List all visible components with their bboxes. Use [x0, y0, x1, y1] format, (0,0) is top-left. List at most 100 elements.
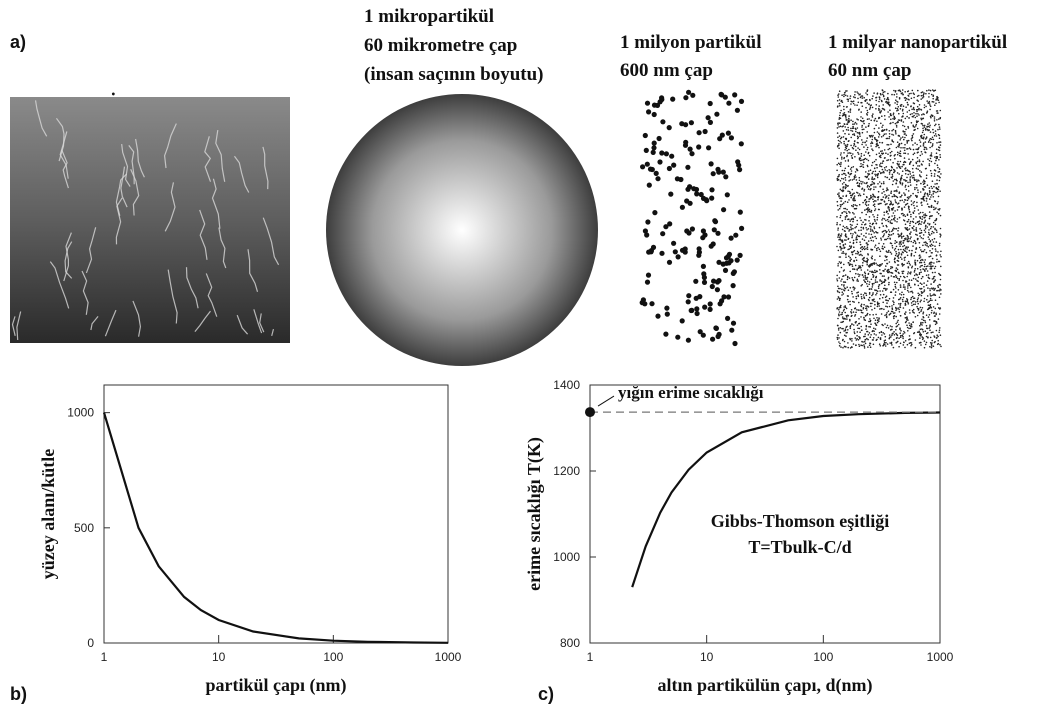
dot: [920, 299, 922, 301]
dot: [913, 255, 915, 257]
dot: [845, 256, 847, 258]
dot: [936, 322, 938, 324]
dot: [924, 107, 926, 109]
dot: [866, 325, 868, 327]
dot: [879, 255, 881, 257]
dot: [843, 330, 845, 332]
dot: [915, 149, 917, 151]
dot: [888, 101, 890, 103]
dot: [848, 149, 850, 151]
dot: [854, 195, 856, 197]
dot: [884, 109, 886, 111]
dot: [930, 228, 932, 230]
dot: [927, 194, 929, 196]
dot: [907, 240, 909, 242]
dot: [841, 158, 843, 160]
dot: [882, 130, 884, 132]
dot: [839, 288, 841, 290]
dot: [867, 110, 869, 112]
dot: [850, 128, 852, 130]
dot: [843, 226, 845, 228]
dot: [896, 267, 898, 269]
dot: [896, 337, 898, 339]
dot: [909, 264, 911, 266]
dot: [888, 284, 890, 286]
dot: [855, 296, 857, 298]
dot: [846, 215, 848, 217]
dot: [904, 257, 906, 259]
dot: [906, 252, 908, 254]
dot: [864, 142, 866, 144]
dot: [877, 303, 879, 305]
dot: [888, 195, 890, 197]
dot: [890, 203, 892, 205]
dot: [905, 311, 907, 313]
dot: [900, 150, 902, 152]
dot: [899, 217, 901, 219]
dot: [854, 333, 856, 335]
dot: [933, 278, 935, 280]
dot: [906, 142, 908, 144]
dot: [843, 143, 845, 145]
dot: [863, 307, 865, 309]
dot: [837, 227, 839, 229]
dot: [847, 100, 849, 102]
dot: [865, 219, 867, 221]
dot: [931, 94, 933, 96]
dot: [836, 170, 838, 172]
dot: [935, 103, 937, 105]
dot: [885, 345, 887, 347]
dot: [913, 333, 915, 335]
dot: [874, 128, 876, 130]
dot: [922, 118, 924, 120]
dot: [670, 97, 675, 102]
dot: [921, 262, 923, 264]
dot: [920, 216, 922, 218]
dot: [929, 266, 931, 268]
dot: [839, 345, 841, 347]
dot: [660, 231, 665, 236]
dot: [916, 205, 918, 207]
dot: [935, 90, 937, 92]
dot: [863, 279, 865, 281]
dot: [898, 253, 900, 255]
dot: [940, 346, 942, 348]
dot: [901, 258, 903, 260]
dot: [657, 136, 662, 141]
dot: [906, 276, 908, 278]
dot: [867, 280, 869, 282]
dot: [909, 225, 911, 227]
dot: [841, 294, 843, 296]
dot: [881, 115, 883, 117]
dot: [708, 120, 713, 125]
dot: [848, 133, 850, 135]
dot: [882, 108, 884, 110]
dot: [914, 270, 916, 272]
dot: [930, 215, 932, 217]
dot: [905, 281, 907, 283]
dot: [896, 202, 898, 204]
dot: [896, 93, 898, 95]
dot: [862, 142, 864, 144]
dot: [903, 139, 905, 141]
dot: [904, 286, 906, 288]
dot: [933, 345, 935, 347]
dot: [888, 251, 890, 253]
dot: [934, 156, 936, 158]
dot: [640, 164, 645, 169]
dot: [883, 212, 885, 214]
dot: [881, 172, 883, 174]
dot: [912, 116, 914, 118]
dot: [869, 314, 871, 316]
dot: [866, 277, 868, 279]
dot: [895, 286, 897, 288]
dot: [924, 298, 926, 300]
dot: [875, 319, 877, 321]
dot: [929, 288, 931, 290]
dot: [856, 220, 858, 222]
dot: [925, 192, 927, 194]
dot: [911, 255, 913, 257]
dot: [906, 248, 908, 250]
dot: [863, 276, 865, 278]
dot: [855, 337, 857, 339]
